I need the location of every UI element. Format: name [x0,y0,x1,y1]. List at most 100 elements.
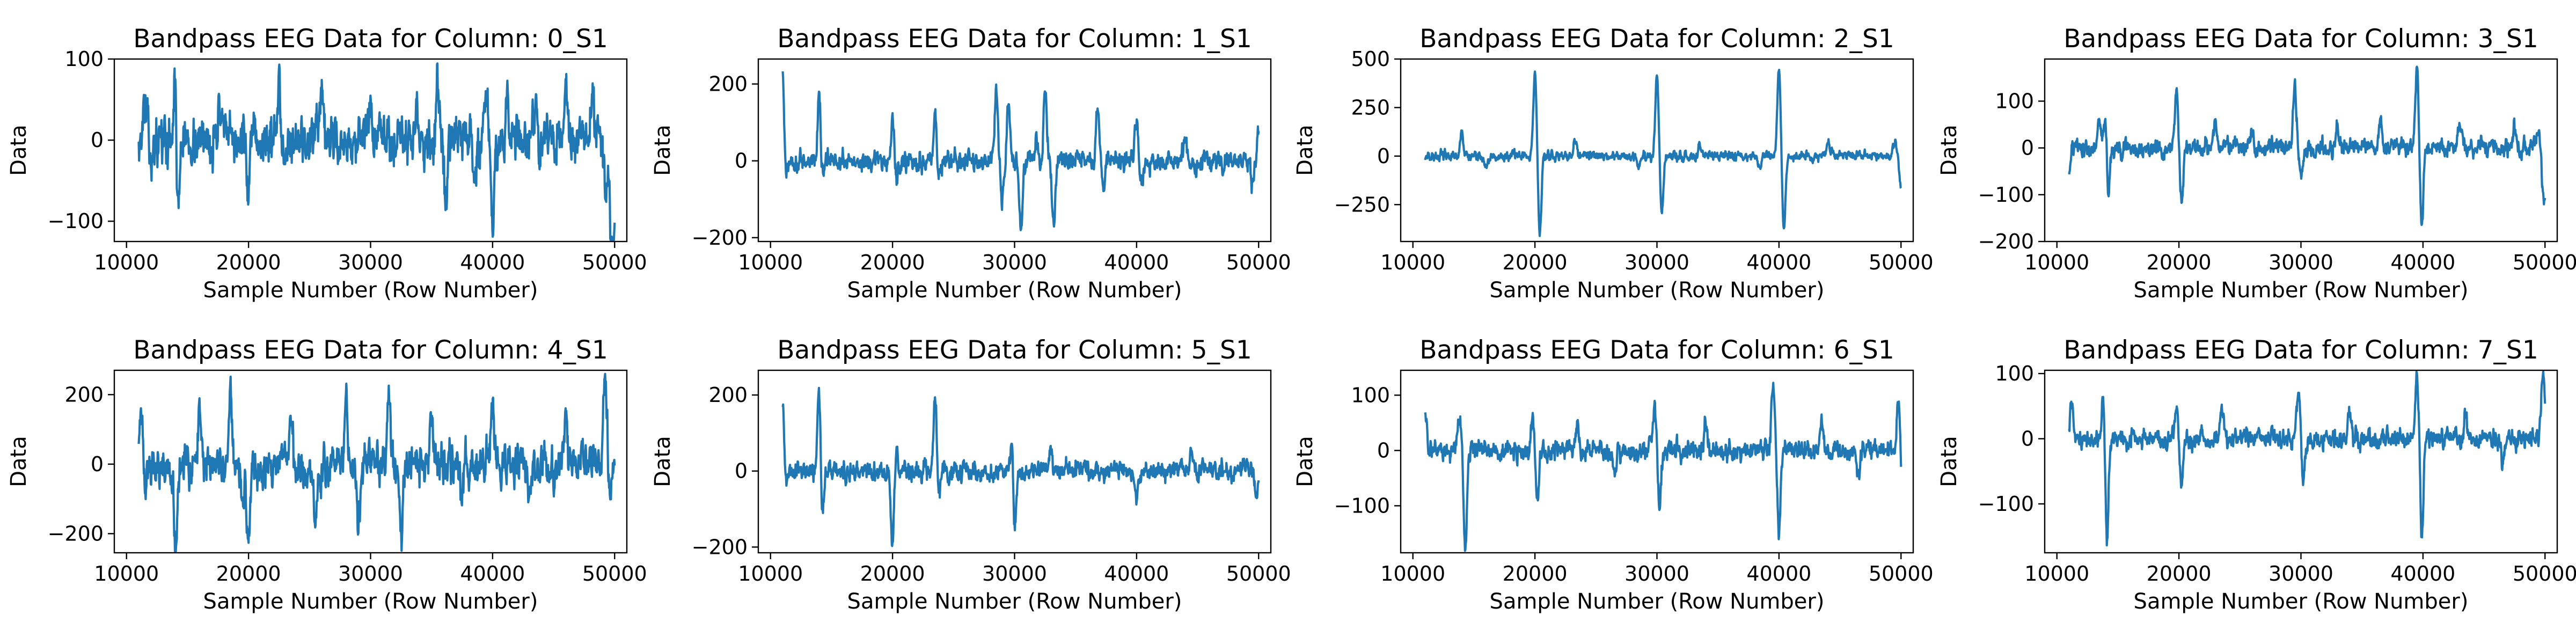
y-tick-label: −200 [48,522,104,545]
y-tick-label: 250 [1351,96,1390,119]
y-tick-label: 0 [735,149,748,173]
x-tick-label: 10000 [2024,562,2089,586]
x-tick-label: 10000 [94,251,159,274]
y-axis-label: Data [650,125,675,176]
y-tick-label: 0 [91,452,104,476]
y-tick-label: −100 [1978,183,2034,207]
data-line [137,372,616,553]
x-axis-label: Sample Number (Row Number) [2134,278,2469,303]
x-tick-label: 30000 [1624,562,1689,586]
x-axis-label: Sample Number (Row Number) [203,278,538,303]
data-line [781,386,1260,547]
y-axis-label: Data [6,436,31,487]
data-line [2068,370,2546,547]
data-line [781,71,1260,231]
x-tick-label: 10000 [1380,251,1445,274]
y-tick-label: −250 [1334,193,1390,216]
chart-title: Bandpass EEG Data for Column: 6_S1 [1419,335,1894,365]
y-tick-label: −200 [692,535,748,559]
x-tick-label: 20000 [216,251,281,274]
y-tick-label: 100 [1351,383,1390,407]
y-axis-label: Data [650,436,675,487]
plot-frame [757,58,1272,243]
x-tick-label: 50000 [2513,251,2576,274]
subplot-3: 10000 20000 30000 40000 50000 −200 −100 0 100 Ban… [1937,24,2576,303]
x-tick-label: 10000 [94,562,159,586]
chart-title: Bandpass EEG Data for Column: 7_S1 [2063,335,2538,365]
chart-title: Bandpass EEG Data for Column: 1_S1 [777,24,1252,54]
x-tick-label: 10000 [2024,251,2089,274]
x-tick-label: 20000 [2147,251,2212,274]
x-tick-label: 40000 [1104,562,1169,586]
y-tick-label: 0 [1377,438,1390,462]
x-axis-label: Sample Number (Row Number) [1490,589,1825,614]
x-axis-label: Sample Number (Row Number) [847,589,1182,614]
subplot-2: 10000 20000 30000 40000 50000 −250 0 250 500 Band… [1293,24,1934,303]
data-line [137,62,616,241]
y-tick-label: −200 [1978,230,2034,253]
x-tick-label: 20000 [1503,251,1568,274]
x-tick-label: 50000 [1226,251,1291,274]
x-tick-label: 30000 [982,251,1047,274]
subplot-1: 10000 20000 30000 40000 50000 −200 0 200 Bandpas… [650,24,1291,303]
x-tick-label: 40000 [1746,251,1811,274]
subplot-5: 10000 20000 30000 40000 50000 −200 0 200 Bandpas… [650,335,1291,614]
x-axis-label: Sample Number (Row Number) [1490,278,1825,303]
x-tick-label: 50000 [582,251,647,274]
x-tick-label: 30000 [982,562,1047,586]
y-axis-label: Data [1293,436,1318,487]
x-axis-label: Sample Number (Row Number) [2134,589,2469,614]
data-line [2068,65,2546,226]
y-tick-label: 0 [2021,427,2034,451]
x-tick-label: 40000 [2390,562,2455,586]
x-tick-label: 40000 [460,562,525,586]
y-tick-label: 0 [735,459,748,483]
chart-title: Bandpass EEG Data for Column: 5_S1 [777,335,1252,365]
chart-title: Bandpass EEG Data for Column: 0_S1 [133,24,608,54]
x-tick-label: 40000 [460,251,525,274]
x-tick-label: 10000 [738,562,803,586]
x-tick-label: 50000 [1869,251,1934,274]
chart-title: Bandpass EEG Data for Column: 2_S1 [1419,24,1894,54]
y-tick-label: 0 [1377,144,1390,168]
x-tick-label: 30000 [338,562,403,586]
data-line [1424,69,1902,237]
plot-frame [2044,58,2558,243]
chart-title: Bandpass EEG Data for Column: 4_S1 [133,335,608,365]
y-axis-label: Data [1937,436,1962,487]
x-tick-label: 10000 [1380,562,1445,586]
y-tick-label: 500 [1351,47,1390,71]
x-tick-label: 30000 [1624,251,1689,274]
y-tick-label: −200 [692,226,748,250]
y-tick-label: −100 [1978,492,2034,516]
x-tick-label: 10000 [738,251,803,274]
y-tick-label: 200 [64,383,104,406]
y-tick-label: 100 [1995,362,2034,385]
chart-title: Bandpass EEG Data for Column: 3_S1 [2063,24,2538,54]
y-axis-label: Data [1293,125,1318,176]
y-axis-label: Data [1937,125,1962,176]
x-tick-label: 50000 [1226,562,1291,586]
x-tick-label: 30000 [338,251,403,274]
y-tick-label: −100 [1334,494,1390,517]
y-tick-label: 200 [708,383,748,407]
subplot-0: 10000 20000 30000 40000 50000 −100 0 100 Bandpas… [6,24,647,303]
x-tick-label: 30000 [2268,251,2333,274]
y-tick-label: 0 [91,128,104,152]
x-tick-label: 20000 [2147,562,2212,586]
y-tick-label: −100 [48,209,104,233]
subplot-7: 10000 20000 30000 40000 50000 −100 0 100 Bandpas… [1937,335,2576,614]
x-axis-label: Sample Number (Row Number) [203,589,538,614]
x-axis-label: Sample Number (Row Number) [847,278,1182,303]
x-tick-label: 50000 [1869,562,1934,586]
y-tick-label: 100 [1995,89,2034,113]
y-tick-label: 200 [708,72,748,96]
x-tick-label: 20000 [860,251,925,274]
x-tick-label: 50000 [582,562,647,586]
x-tick-label: 40000 [2390,251,2455,274]
x-tick-label: 40000 [1104,251,1169,274]
x-tick-label: 30000 [2268,562,2333,586]
x-tick-label: 40000 [1746,562,1811,586]
x-tick-label: 20000 [216,562,281,586]
x-tick-label: 50000 [2513,562,2576,586]
